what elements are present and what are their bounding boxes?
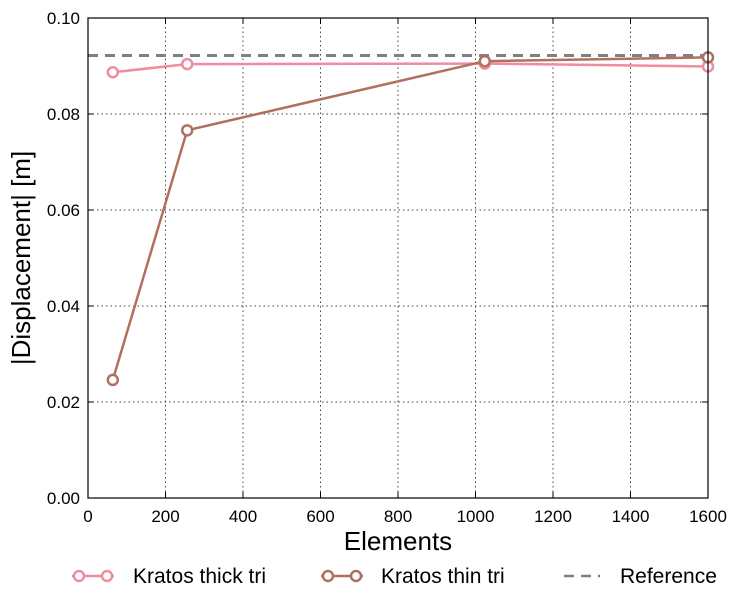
x-tick-label: 200	[151, 507, 179, 526]
data-point[interactable]	[106, 373, 120, 387]
legend-item-thick[interactable]: Kratos thick tri	[72, 565, 266, 588]
y-tick-label: 0.06	[47, 201, 80, 220]
tick-labels: 0 200 400 600 800 1000 1200 1400 1600 0.00 0.02 0.0…	[47, 9, 727, 526]
y-tick-label: 0.04	[47, 297, 80, 316]
data-point[interactable]	[106, 65, 120, 79]
series-1	[106, 51, 715, 387]
legend-label-thick: Kratos thick tri	[133, 565, 266, 588]
y-tick-label: 0.02	[47, 393, 80, 412]
y-axis-title: |Displacement| [m]	[6, 151, 36, 365]
x-tick-label: 0	[83, 507, 92, 526]
series-layer	[106, 51, 715, 387]
x-tick-label: 1400	[612, 507, 650, 526]
legend-label-thin: Kratos thin tri	[381, 565, 505, 588]
series-0	[106, 57, 715, 79]
legend: Kratos thick tri Kratos thin tri Referen…	[72, 565, 717, 588]
x-tick-label: 600	[306, 507, 334, 526]
series-line	[111, 56, 709, 381]
x-tick-label: 800	[384, 507, 412, 526]
x-tick-label: 1200	[534, 507, 572, 526]
series-line	[112, 62, 709, 74]
data-point[interactable]	[180, 57, 194, 71]
y-tick-label: 0.08	[47, 105, 80, 124]
x-axis-title: Elements	[344, 526, 452, 556]
x-tick-label: 1600	[689, 507, 727, 526]
legend-item-thin[interactable]: Kratos thin tri	[321, 565, 505, 588]
x-tick-label: 400	[229, 507, 257, 526]
legend-label-reference: Reference	[620, 565, 717, 588]
x-tick-label: 1000	[457, 507, 495, 526]
data-point[interactable]	[478, 54, 492, 68]
grid	[87, 17, 709, 499]
y-tick-label: 0.00	[47, 489, 80, 508]
ticks	[87, 17, 709, 499]
legend-item-reference[interactable]: Reference	[564, 565, 717, 588]
y-tick-label: 0.10	[47, 9, 80, 28]
data-point[interactable]	[180, 124, 194, 137]
